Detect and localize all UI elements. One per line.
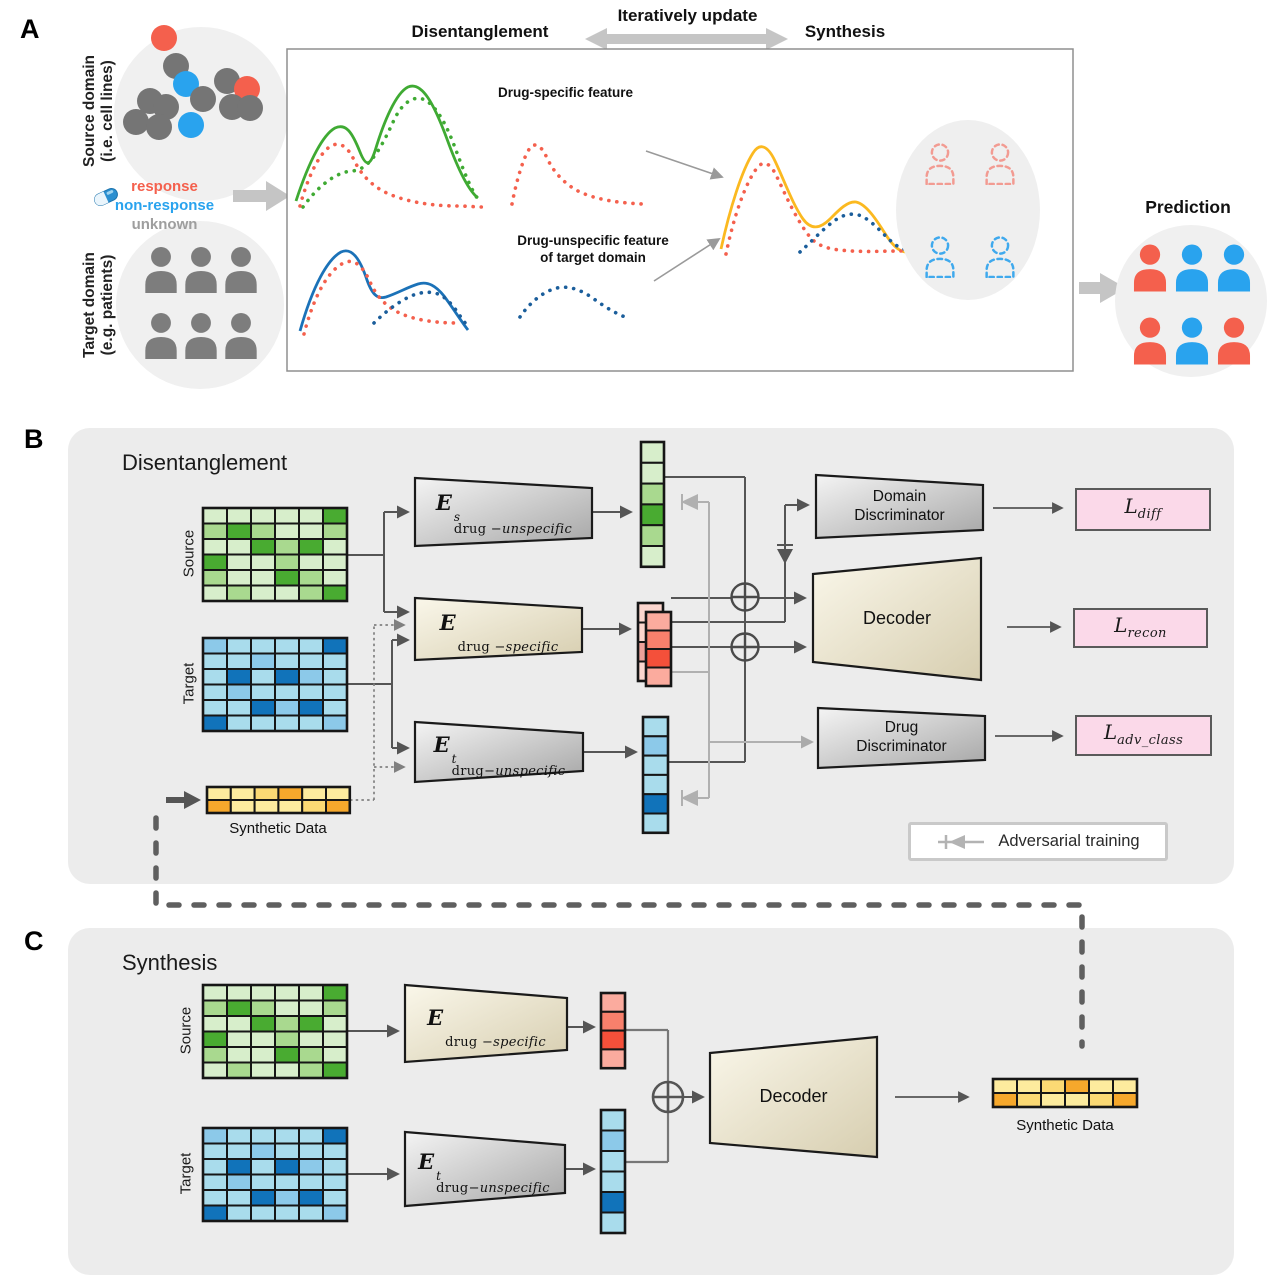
panel-c-label: C [24,926,44,956]
red-embedding-vector [644,610,673,688]
iteratively-update-arrow [585,28,788,50]
green-vector-line [664,476,746,763]
encoder-unspecific-s-shape [413,476,594,548]
panel-b-title: Disentanglement [122,450,288,475]
synthesis-header: Synthesis [804,22,886,41]
synthetic-data-b-label: Synthetic Data [229,820,327,837]
panel-c-artwork [201,983,1139,1235]
source-matrix-b [201,506,349,603]
prediction-label: Prediction [1145,197,1231,217]
feature-merge-arrow-top [645,150,724,180]
blue-embedding-vector-c [599,1108,627,1235]
loss-recon-box [1073,608,1208,648]
synthetic-data-c-label: Synthetic Data [1016,1117,1114,1134]
red-dotted-curve-bottom [302,259,461,336]
drug-specific-feature-label: Drug-specific feature [497,85,634,100]
sum-node-1 [730,582,760,612]
loss-recon-label: Lrecon [1114,613,1167,641]
panel-a-label: A [20,14,40,44]
encoder-unspecific-t-shape [413,720,585,784]
panel-c-background [68,928,1234,1275]
target-matrix-c-label: Target [177,1152,195,1195]
target-to-encoders-line [347,640,393,748]
panel-b-label: B [24,424,44,454]
source-domain-circle [114,27,288,201]
decoder-c-label: Decoder [759,1086,828,1106]
red-dotted-curve-synth [724,161,903,256]
loss-adv-label: Ladv_class [1103,720,1184,748]
adversarial-marker-green [681,494,709,510]
yellow-solid-curve [719,145,906,254]
adversarial-marker-down [777,544,793,564]
adversarial-training-icon [938,834,985,849]
drug-discriminator-shape [816,706,987,770]
unknown-label: unknown [131,216,198,233]
drug-discriminator-label: Drug Discriminator [856,719,947,755]
box-to-prediction-arrow [1079,273,1126,303]
red-embedding-vector-c [599,991,627,1070]
c-encoder-unspecific-t-shape [403,1130,567,1208]
sum-node-2 [730,632,760,662]
c-encoder-specific-shape [403,983,569,1064]
source-domain-dots [123,25,263,140]
target-domain-circle [116,221,284,389]
source-domain-label: Source domain (i.e. cell lines) [81,55,116,167]
drug-specific-feature-curve [510,143,645,206]
c-decoder-shape [708,1035,879,1159]
blue-dotted-curve-synth [798,212,910,254]
source-to-encoders-line [347,512,385,612]
loss-adv-box [1075,715,1212,756]
source-to-box-arrow [233,181,290,211]
drug-unspecific-feature-label: Drug-unspecific feature of target domain [517,233,669,265]
blue-embedding-vector [641,715,670,835]
panel-c-title: Synthesis [122,950,218,975]
disentanglement-header: Disentanglement [411,22,549,41]
source-matrix-c-label: Source [177,1006,195,1055]
synthetic-input-arrow [166,791,201,809]
panel-b-artwork [166,440,1212,835]
encoder-specific-shape [413,596,584,662]
synthetic-feedback-dashed-line [153,815,1085,1049]
source-matrix-c [201,983,349,1080]
c-sum-node [651,1080,685,1114]
non-response-label: non-response [114,197,215,214]
drug-unspecific-feature-curve [518,285,627,319]
synthetic-matrix-b [205,785,352,815]
pill-icon [94,187,118,207]
adversarial-training-legend: Adversarial training [908,822,1168,861]
panel-a-artwork [94,25,1267,389]
decoder-b-shape [811,556,983,682]
green-embedding-vector [639,440,666,569]
loss-diff-box [1075,488,1211,531]
target-matrix-b [201,636,349,733]
target-domain-label: Target domain (e.g. patients) [81,252,116,358]
domain-discriminator-label: Domain Discriminator [854,488,945,524]
adversarial-marker-blue [681,790,709,806]
adversarial-training-label: Adversarial training [998,832,1140,850]
response-label: response [131,178,198,195]
target-matrix-b-label: Target [180,662,198,705]
feature-merge-arrow-bottom [653,237,721,282]
synthetic-matrix-c [991,1077,1139,1109]
response-legend: response non-response unknown [92,177,237,234]
synthetic-patients-circle [896,120,1040,300]
blue-dotted-curve-bottom [372,290,470,328]
green-dotted-curve [301,96,483,209]
domain-discriminator-shape [814,473,985,540]
decoder-b-label: Decoder [862,608,932,628]
adversarial-vertical-line [671,502,710,798]
loss-diff-label: Ldiff [1124,494,1162,522]
synthetic-dotted-line [350,625,398,801]
green-solid-curve [294,84,479,202]
source-matrix-b-label: Source [180,529,198,578]
target-matrix-c [201,1126,349,1223]
iteratively-update-label: Iteratively update [617,6,758,25]
